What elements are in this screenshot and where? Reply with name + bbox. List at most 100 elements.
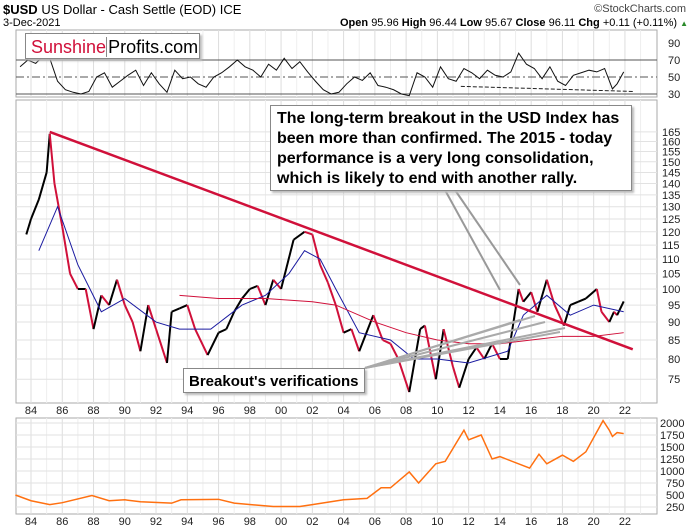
price-bar — [280, 239, 295, 290]
price-bar — [100, 294, 110, 306]
price-bar — [397, 358, 411, 393]
x-tick-label: 10 — [431, 516, 443, 528]
chg-label: Chg — [578, 17, 600, 29]
price-bar — [218, 328, 227, 334]
x-tick-label: 06 — [369, 516, 381, 528]
price-bar — [155, 328, 168, 364]
declining-trendline — [49, 130, 634, 351]
price-tick-label: 155 — [662, 147, 680, 159]
rsi-line — [19, 52, 625, 97]
gold-tick-label: 1000 — [660, 466, 684, 478]
gold-tick-label: 1250 — [660, 454, 684, 466]
rsi-tick-label: 70 — [668, 55, 680, 67]
price-bar — [522, 291, 532, 303]
annotation-arrow — [364, 321, 546, 369]
price-bar — [84, 288, 95, 330]
low-label: Low — [459, 17, 482, 29]
price-bar — [327, 282, 337, 306]
price-bar — [319, 264, 329, 284]
gold-tick-label: 1500 — [660, 442, 684, 454]
price-bar — [616, 301, 625, 316]
price-tick-label: 90 — [668, 317, 680, 329]
stockcharts-watermark: ©StockCharts.com — [594, 3, 686, 15]
x-tick-label: 92 — [150, 516, 162, 528]
x-tick-label: 98 — [244, 405, 256, 417]
x-tick-label: 18 — [556, 405, 568, 417]
price-bar — [577, 297, 587, 303]
price-tick-label: 100 — [662, 284, 680, 296]
price-tick-label: 145 — [662, 167, 680, 179]
price-bar — [608, 311, 615, 323]
x-tick-label: 94 — [181, 405, 193, 417]
price-bar — [225, 311, 236, 330]
price-bar — [569, 300, 579, 307]
price-bar — [186, 304, 197, 330]
logo-part1: Sunshine — [31, 37, 107, 57]
open-label: Open — [340, 17, 369, 29]
x-tick-label: 84 — [25, 516, 37, 528]
price-bar — [206, 332, 220, 356]
x-tick-label: 96 — [212, 405, 224, 417]
price-tick-label: 95 — [668, 300, 680, 312]
symbol: $USD — [3, 2, 38, 17]
price-bar — [171, 307, 180, 313]
open-value: 95.96 — [371, 17, 399, 29]
price-bar — [116, 279, 126, 306]
price-bar — [358, 314, 375, 352]
x-tick-label: 12 — [463, 516, 475, 528]
x-tick-label: 86 — [56, 516, 68, 528]
price-bar — [48, 133, 56, 184]
price-bar — [585, 288, 598, 300]
price-bar — [241, 288, 251, 300]
price-bar — [179, 304, 188, 310]
price-bar — [382, 339, 391, 345]
gold-price-line — [15, 419, 624, 508]
price-bar — [600, 311, 611, 323]
x-tick-label: 12 — [463, 405, 475, 417]
rsi-tick-label: 50 — [668, 72, 680, 84]
price-bar — [292, 230, 306, 241]
x-tick-label: 16 — [525, 405, 537, 417]
annotation-arrow — [364, 327, 566, 369]
x-tick-label: 16 — [525, 516, 537, 528]
x-tick-label: 10 — [431, 405, 443, 417]
moving-average-short — [38, 205, 624, 364]
price-bar — [45, 133, 51, 173]
rsi-tick-label: 90 — [668, 38, 680, 50]
x-tick-label: 04 — [337, 405, 349, 417]
x-tick-label: 90 — [119, 516, 131, 528]
price-bar — [372, 314, 384, 341]
price-bar — [563, 304, 572, 326]
price-bar — [304, 230, 313, 236]
x-tick-label: 22 — [619, 405, 631, 417]
price-bar — [147, 304, 157, 330]
price-bar — [249, 284, 259, 290]
price-bar — [408, 328, 422, 393]
high-value: 96.44 — [429, 17, 457, 29]
chart-title: $USD US Dollar - Cash Settle (EOD) ICE — [3, 2, 241, 17]
x-tick-label: 86 — [56, 405, 68, 417]
gold-tick-label: 250 — [666, 502, 684, 514]
price-tick-label: 165 — [662, 127, 680, 139]
gold-tick-label: 500 — [666, 490, 684, 502]
x-tick-label: 88 — [87, 516, 99, 528]
low-value: 95.67 — [484, 17, 513, 29]
x-tick-label: 20 — [588, 405, 600, 417]
annotation-arrow — [444, 189, 501, 291]
x-tick-label: 98 — [244, 516, 256, 528]
price-bar — [53, 183, 64, 227]
sunshineprofits-logo: Sunshine Profits.com — [25, 33, 200, 59]
price-bar — [517, 288, 525, 303]
x-tick-label: 02 — [306, 516, 318, 528]
price-tick-label: 130 — [662, 202, 680, 214]
price-bar — [467, 346, 478, 360]
x-tick-label: 84 — [25, 405, 37, 417]
price-tick-label: 150 — [662, 157, 680, 169]
price-tick-label: 75 — [668, 374, 680, 386]
annotation-arrow — [364, 315, 536, 369]
price-tick-label: 125 — [662, 214, 680, 226]
price-bar — [458, 358, 470, 389]
gold-tick-label: 1750 — [660, 430, 684, 442]
price-tick-label: 80 — [668, 354, 680, 366]
